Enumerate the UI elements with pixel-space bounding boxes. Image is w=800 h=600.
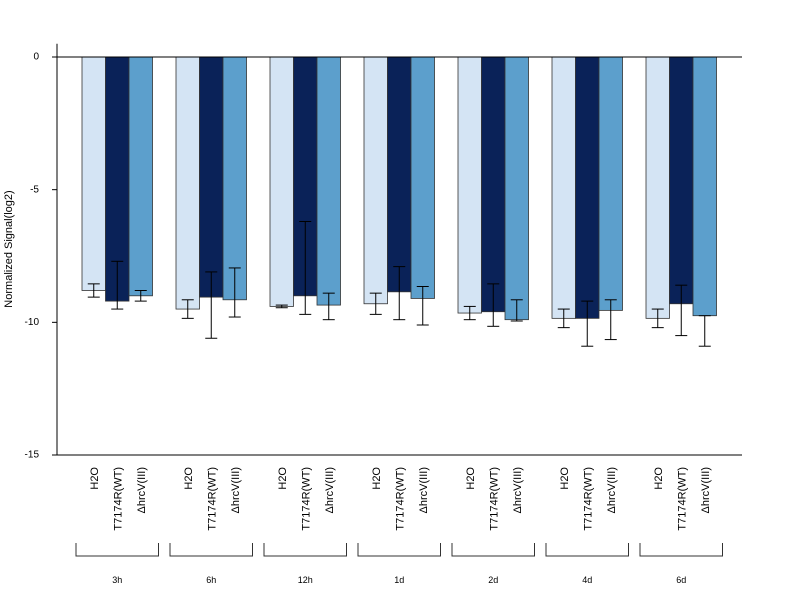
bar: [128, 56, 153, 297]
bar: [481, 56, 506, 313]
x-category-label: ΔhrcV(III): [136, 467, 148, 513]
x-category-label: T7174R(WT): [582, 467, 594, 531]
bar: [504, 56, 529, 321]
y-tick-label: -15: [25, 450, 40, 461]
bar: [598, 56, 623, 311]
bar: [669, 56, 694, 305]
y-ticks: 0 -5 -10 -15: [25, 52, 57, 461]
group-label: 4d: [582, 575, 592, 585]
group-bracket: [639, 543, 723, 557]
x-category-label: ΔhrcV(III): [512, 467, 524, 513]
x-category-label: T7174R(WT): [488, 467, 500, 531]
x-category-label: ΔhrcV(III): [700, 467, 712, 513]
bar: [645, 56, 670, 319]
group-label: 3h: [112, 575, 122, 585]
x-category-label: H2O: [371, 467, 383, 490]
group-bracket: [75, 543, 159, 557]
x-category-label: H2O: [277, 467, 289, 490]
x-category-label: H2O: [653, 467, 665, 490]
x-category-label: T7174R(WT): [206, 467, 218, 531]
group-bracket: [357, 543, 441, 557]
x-category-label: ΔhrcV(III): [324, 467, 336, 513]
group-label: 1d: [394, 575, 404, 585]
x-category-label: ΔhrcV(III): [230, 467, 242, 513]
bar: [175, 56, 200, 310]
x-category-label: T7174R(WT): [394, 467, 406, 531]
bar: [222, 56, 247, 301]
x-category-label: T7174R(WT): [676, 467, 688, 531]
group-label: 6d: [676, 575, 686, 585]
x-category-labels: H2O T7174R(WT) ΔhrcV(III) H2O T7174R(WT) Δhrc…: [89, 467, 712, 531]
bar: [410, 56, 435, 299]
x-category-label: H2O: [183, 467, 195, 490]
bars-layer: [81, 56, 717, 321]
x-category-label: H2O: [559, 467, 571, 490]
x-category-label: H2O: [465, 467, 477, 490]
x-category-label: H2O: [89, 467, 101, 490]
bar: [363, 56, 388, 305]
x-category-label: ΔhrcV(III): [606, 467, 618, 513]
group-brackets: 3h 6h 12h 1d 2d 4d 6d: [75, 543, 723, 585]
group-bracket: [169, 543, 253, 557]
bar: [199, 56, 224, 298]
bar: [457, 56, 482, 314]
group-label: 2d: [488, 575, 498, 585]
x-category-label: T7174R(WT): [112, 467, 124, 531]
bar: [551, 56, 576, 319]
error-bars-layer: [87, 221, 711, 347]
group-bracket: [451, 543, 535, 557]
x-category-label: ΔhrcV(III): [418, 467, 430, 513]
bar: [387, 56, 412, 293]
x-category-label: T7174R(WT): [300, 467, 312, 531]
y-axis-title: Normalized Signal(log2): [3, 190, 15, 307]
bar: [692, 56, 717, 317]
y-tick-label: -10: [25, 317, 40, 328]
group-bracket: [545, 543, 629, 557]
y-tick-label: -5: [30, 184, 39, 195]
group-label: 6h: [206, 575, 216, 585]
group-label: 12h: [298, 575, 313, 585]
y-tick-label: 0: [33, 52, 39, 63]
bar: [269, 56, 294, 307]
bar: [575, 56, 600, 319]
bar: [81, 56, 106, 291]
bar: [316, 56, 341, 306]
group-bracket: [263, 543, 347, 557]
